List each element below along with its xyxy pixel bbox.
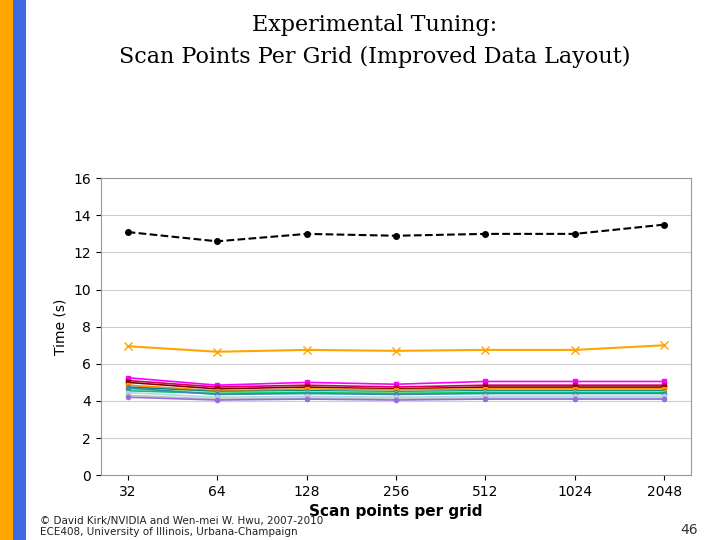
Y-axis label: Time (s): Time (s) bbox=[54, 299, 68, 355]
Text: 46: 46 bbox=[681, 523, 698, 537]
Text: Experimental Tuning:: Experimental Tuning: bbox=[252, 14, 497, 36]
X-axis label: Scan points per grid: Scan points per grid bbox=[310, 504, 482, 519]
Text: © David Kirk/NVIDIA and Wen-mei W. Hwu, 2007-2010
ECE408, University of Illinois: © David Kirk/NVIDIA and Wen-mei W. Hwu, … bbox=[40, 516, 323, 537]
Text: Scan Points Per Grid (Improved Data Layout): Scan Points Per Grid (Improved Data Layo… bbox=[119, 46, 630, 68]
